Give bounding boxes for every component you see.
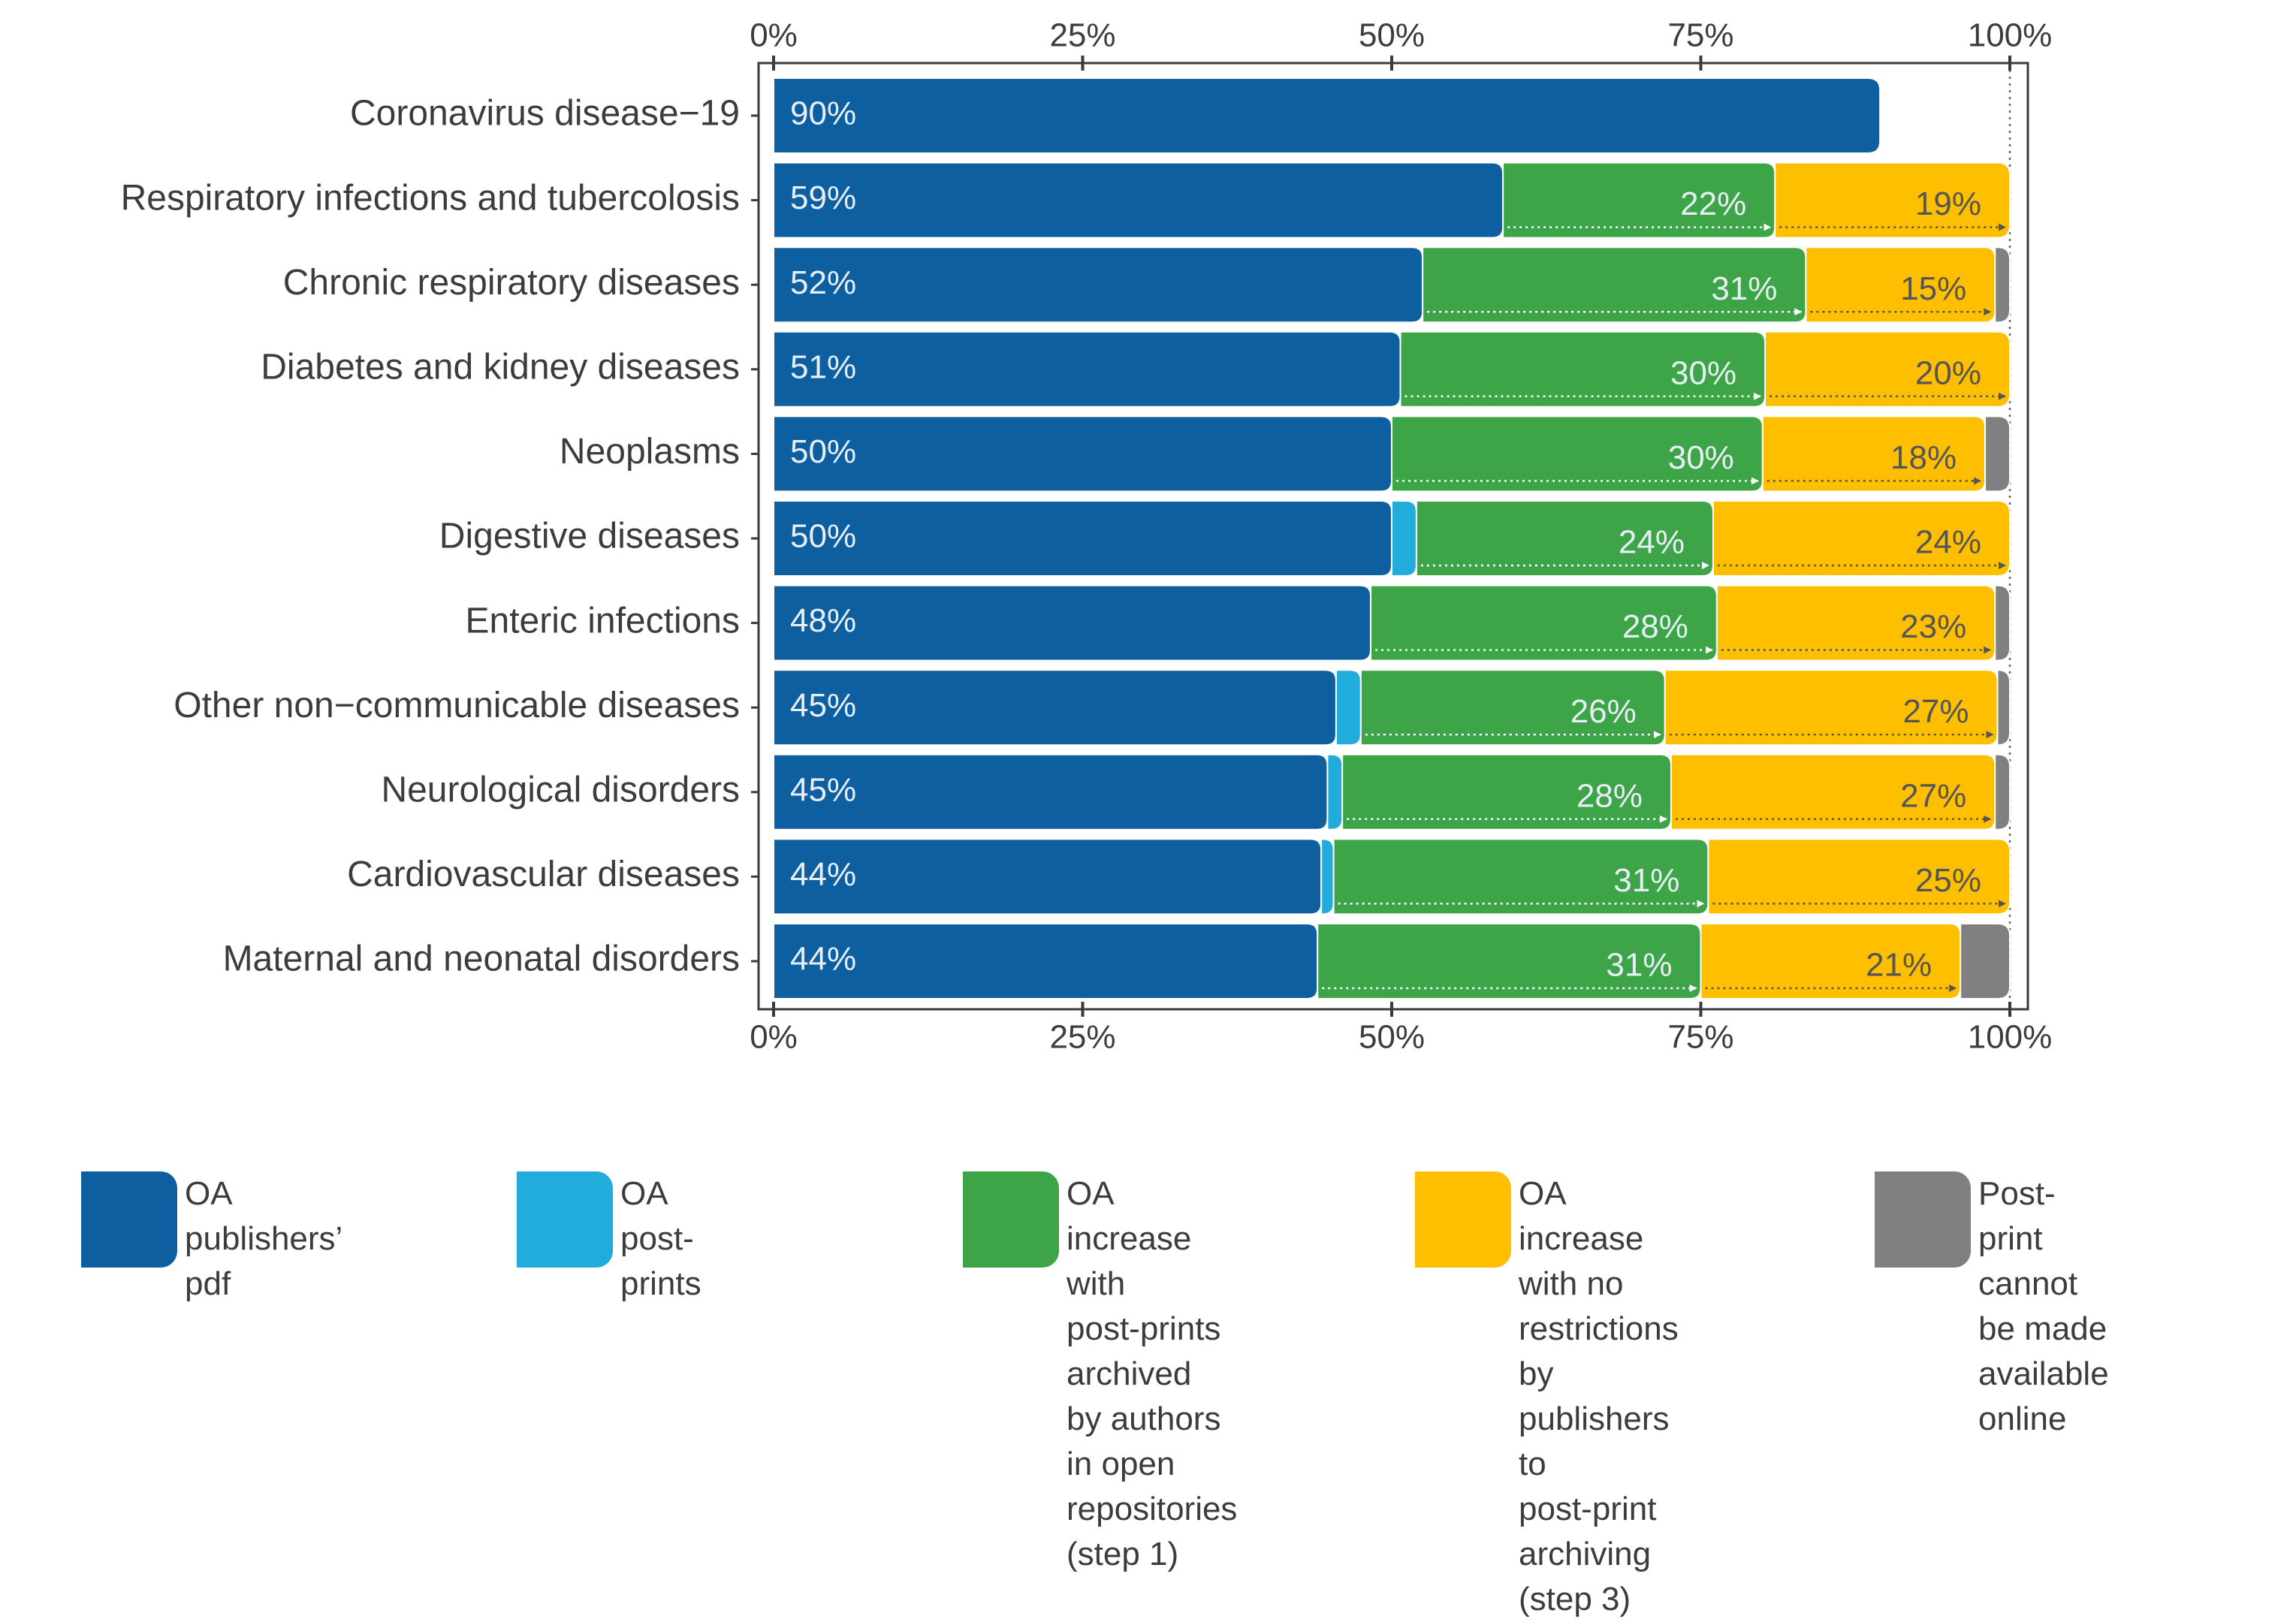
data-label: 27% [1902, 693, 1969, 730]
bar-segment [773, 77, 1881, 154]
data-label: 27% [1900, 777, 1966, 814]
data-label: 50% [790, 518, 856, 555]
data-label: 48% [790, 602, 856, 639]
x-tick-label-top: 75% [1667, 17, 1733, 54]
bar-segment [773, 415, 1392, 493]
data-label: 18% [1890, 439, 1957, 476]
category-label: Neoplasms [560, 432, 740, 472]
bar-segment [773, 500, 1392, 577]
data-label: 15% [1900, 270, 1966, 307]
bar-segment [1994, 246, 2011, 324]
legend-label: OA publishers’ pdf [185, 1175, 342, 1302]
category-label: Diabetes and kidney diseases [261, 347, 740, 387]
category-label: Enteric infections [465, 601, 740, 641]
data-label: 20% [1915, 354, 1981, 391]
legend-label: Post-print cannot be made available onli… [1978, 1175, 2109, 1437]
data-label: 30% [1670, 354, 1736, 391]
data-label: 31% [1613, 862, 1679, 899]
data-label: 21% [1866, 947, 1932, 984]
bar-segment [1326, 753, 1344, 831]
bar-segment [773, 246, 1424, 324]
category-label: Cardiovascular diseases [347, 855, 740, 894]
data-label: 26% [1570, 693, 1637, 730]
data-label: 52% [790, 264, 856, 301]
data-label: 28% [1622, 608, 1688, 645]
data-label: 22% [1680, 185, 1746, 222]
data-label: 28% [1576, 777, 1643, 814]
legend-swatch [1875, 1171, 1971, 1268]
bar-segment [1320, 838, 1335, 915]
legend-swatch [963, 1171, 1059, 1268]
bar-segment [1984, 415, 2011, 493]
bar-segment [773, 161, 1504, 239]
data-label: 50% [790, 433, 856, 470]
category-label: Maternal and neonatal disorders [223, 939, 740, 979]
legend-label: OA increase with no restrictions by publ… [1519, 1175, 1679, 1617]
bar-segment [1994, 753, 2011, 831]
bar-segment [773, 584, 1372, 662]
bar-segment [773, 669, 1337, 746]
data-label: 59% [790, 179, 856, 216]
legend-swatch [1415, 1171, 1511, 1268]
data-label: 51% [790, 348, 856, 385]
legend-swatch [517, 1171, 613, 1268]
x-tick-label-top: 50% [1359, 17, 1425, 54]
legend: OA publishers’ pdf OA post-prints OA inc… [0, 1171, 2296, 1617]
bar-segment [1712, 500, 2011, 577]
bar-segment [1764, 330, 2011, 408]
x-tick-label-bottom: 25% [1049, 1019, 1115, 1056]
x-tick-label-bottom: 75% [1667, 1019, 1733, 1056]
category-label: Chronic respiratory diseases [283, 263, 740, 303]
bar-segment [1774, 161, 2011, 239]
data-label: 24% [1619, 524, 1685, 561]
category-label: Respiratory infections and tubercolosis [121, 178, 740, 218]
bar-segment [1707, 838, 2011, 915]
legend-swatch [81, 1171, 177, 1268]
x-tick-label-bottom: 50% [1359, 1019, 1425, 1056]
data-label: 23% [1900, 608, 1966, 645]
x-tick-label-top: 25% [1049, 17, 1115, 54]
legend-label: OA post-prints [620, 1175, 701, 1302]
legend-label: OA increase with post-prints archived by… [1067, 1175, 1238, 1572]
category-label: Coronavirus disease−19 [350, 94, 740, 134]
bar-segment [1994, 584, 2011, 662]
data-label: 25% [1915, 862, 1981, 899]
category-label: Digestive diseases [439, 517, 740, 556]
data-label: 45% [790, 687, 856, 724]
data-label: 44% [790, 856, 856, 893]
category-label: Other non−communicable diseases [173, 686, 740, 725]
data-label: 30% [1668, 439, 1734, 476]
x-tick-label-top: 100% [1968, 17, 2053, 54]
data-label: 44% [790, 941, 856, 978]
bar-segment [1960, 923, 2011, 999]
bar-segment [773, 753, 1329, 831]
data-label: 31% [1711, 270, 1777, 307]
bar-segment [1996, 669, 2011, 746]
x-tick-label-bottom: 0% [750, 1019, 798, 1056]
data-label: 31% [1606, 947, 1672, 984]
x-tick-label-top: 0% [750, 17, 798, 54]
data-label: 45% [790, 771, 856, 808]
bar-segment [1391, 500, 1417, 577]
stacked-bar-chart: Coronavirus disease−19 90% Respiratory inf… [121, 17, 2053, 1056]
data-label: 90% [790, 95, 856, 132]
data-label: 24% [1915, 524, 1981, 561]
x-tick-label-bottom: 100% [1968, 1019, 2053, 1056]
category-label: Neurological disorders [381, 770, 740, 809]
bar-segment [773, 330, 1401, 408]
bar-segment [1335, 669, 1362, 746]
data-label: 19% [1915, 185, 1981, 222]
